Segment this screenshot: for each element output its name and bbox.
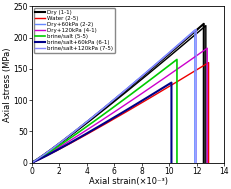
Dry (1-1) (52, 147, 55, 149)
brine/salt (5-5) (149, 78, 152, 80)
brine/salt (5-5) (30, 162, 33, 164)
brine/salt+120kPa (7-5) (176, 44, 179, 46)
Dry+120kPa (4-1) (140, 92, 143, 94)
Dry+120kPa (4-1) (124, 103, 127, 105)
brine/salt+60kPa (6-1) (118, 113, 121, 115)
Dry+60kPa (2-2) (164, 54, 167, 56)
Dry+120kPa (4-1) (205, 162, 208, 164)
Dry+60kPa (2-2) (132, 81, 135, 83)
Dry+60kPa (2-2) (51, 147, 53, 150)
brine/salt+120kPa (7-5) (133, 81, 136, 83)
Dry (1-1) (30, 162, 33, 164)
Dry+60kPa (2-2) (115, 96, 118, 98)
Water (2-5) (125, 110, 128, 113)
Dry (1-1) (138, 77, 141, 80)
brine/salt (5-5) (49, 151, 51, 153)
Dry+120kPa (4-1) (174, 69, 177, 71)
Water (2-5) (175, 80, 178, 83)
Line: Dry+60kPa (2-2): Dry+60kPa (2-2) (32, 30, 194, 163)
brine/salt (5-5) (159, 70, 162, 73)
Dry (1-1) (201, 23, 204, 25)
Dry+120kPa (4-1) (186, 60, 189, 63)
Dry+120kPa (4-1) (52, 149, 55, 152)
Dry+120kPa (4-1) (205, 47, 208, 49)
Line: Dry+120kPa (4-1): Dry+120kPa (4-1) (32, 48, 206, 163)
Line: brine/salt+120kPa (7-5): brine/salt+120kPa (7-5) (32, 29, 195, 163)
Water (2-5) (187, 73, 190, 75)
brine/salt (5-5) (175, 58, 178, 61)
Dry (1-1) (183, 39, 186, 41)
Line: Dry (1-1): Dry (1-1) (32, 24, 203, 163)
brine/salt (5-5) (108, 109, 111, 111)
Water (2-5) (206, 61, 209, 64)
brine/salt+120kPa (7-5) (165, 53, 168, 56)
brine/salt+60kPa (6-1) (30, 162, 33, 164)
brine/salt+120kPa (7-5) (116, 96, 119, 98)
brine/salt+120kPa (7-5) (30, 162, 33, 164)
Dry+120kPa (4-1) (30, 162, 33, 164)
Dry+60kPa (2-2) (175, 44, 178, 46)
Dry (1-1) (201, 162, 204, 164)
brine/salt (5-5) (175, 162, 178, 164)
brine/salt+120kPa (7-5) (194, 28, 197, 31)
brine/salt+60kPa (6-1) (145, 97, 148, 99)
Legend: Dry (1-1), Water (2-5), Dry+60kPa (2-2), Dry+120kPa (4-1), brine/salt (5-5), bri: Dry (1-1), Water (2-5), Dry+60kPa (2-2),… (33, 8, 115, 53)
brine/salt (5-5) (121, 99, 124, 101)
brine/salt+60kPa (6-1) (105, 121, 108, 123)
brine/salt+60kPa (6-1) (154, 91, 157, 93)
Dry (1-1) (171, 49, 174, 51)
brine/salt (5-5) (106, 110, 108, 113)
Y-axis label: Axial stress (MPa): Axial stress (MPa) (3, 47, 12, 122)
Dry+60kPa (2-2) (193, 162, 195, 164)
Water (2-5) (122, 112, 125, 114)
Water (2-5) (52, 151, 55, 153)
X-axis label: Axial strain(×10⁻³): Axial strain(×10⁻³) (88, 177, 167, 186)
Dry+60kPa (2-2) (193, 29, 195, 31)
brine/salt+60kPa (6-1) (48, 153, 51, 155)
Dry+60kPa (2-2) (30, 162, 33, 164)
brine/salt+120kPa (7-5) (194, 162, 197, 164)
brine/salt+120kPa (7-5) (118, 94, 121, 96)
Line: brine/salt (5-5): brine/salt (5-5) (32, 60, 176, 163)
brine/salt+60kPa (6-1) (169, 162, 172, 164)
brine/salt+60kPa (6-1) (169, 81, 172, 84)
Dry+120kPa (4-1) (121, 105, 124, 107)
brine/salt+60kPa (6-1) (103, 122, 106, 124)
Water (2-5) (30, 162, 33, 164)
brine/salt+120kPa (7-5) (51, 147, 54, 150)
Dry+60kPa (2-2) (117, 94, 120, 96)
Line: Water (2-5): Water (2-5) (32, 63, 208, 163)
Water (2-5) (141, 101, 144, 103)
Line: brine/salt+60kPa (6-1): brine/salt+60kPa (6-1) (32, 83, 171, 163)
Water (2-5) (206, 162, 209, 164)
Dry (1-1) (122, 91, 125, 93)
Dry (1-1) (120, 93, 122, 95)
